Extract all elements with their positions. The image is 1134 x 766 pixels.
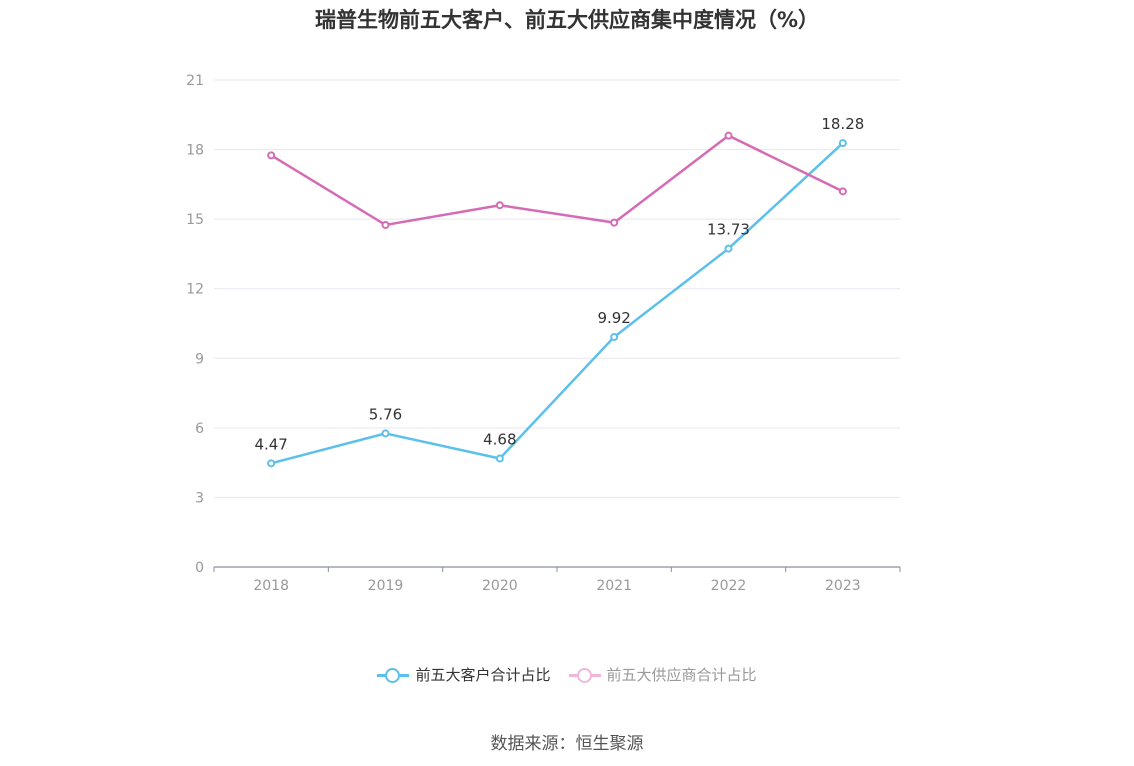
grid-lines — [214, 79, 900, 498]
y-tick-label-12: 12 — [186, 282, 204, 298]
y-tick-label-6: 6 — [195, 421, 204, 437]
legend: 前五大客户合计占比 前五大供应商合计占比 — [0, 664, 1134, 685]
data-label-0-2021: 9.92 — [597, 309, 630, 327]
data-label-0-2020: 4.68 — [483, 430, 516, 448]
data-label-0-2019: 5.76 — [369, 405, 402, 423]
point-1-2019 — [381, 220, 390, 229]
x-tick-label-2022: 2022 — [711, 578, 747, 594]
y-tick-label-3: 3 — [195, 490, 204, 506]
x-tick-label-2018: 2018 — [253, 578, 289, 594]
series-layer — [267, 131, 847, 468]
point-1-2018 — [267, 151, 276, 160]
point-1-2022 — [724, 131, 733, 140]
y-tick-label-15: 15 — [186, 212, 204, 228]
y-tick-label-21: 21 — [186, 73, 204, 89]
chart-title: 瑞普生物前五大客户、前五大供应商集中度情况（%） — [314, 8, 820, 32]
legend-marker-suppliers — [568, 667, 601, 683]
y-tick-label-9: 9 — [195, 351, 204, 367]
legend-label-customers: 前五大客户合计占比 — [415, 666, 551, 684]
legend-item-suppliers[interactable]: 前五大供应商合计占比 — [568, 664, 757, 685]
point-0-2018 — [267, 459, 276, 468]
data-label-0-2018: 4.47 — [254, 435, 287, 453]
x-tick-label-2020: 2020 — [482, 578, 518, 594]
data-label-0-2023: 18.28 — [821, 115, 864, 133]
point-1-2021 — [610, 218, 619, 227]
x-tick-label-2019: 2019 — [368, 578, 404, 594]
point-0-2023 — [838, 139, 847, 148]
x-tick-label-2023: 2023 — [825, 578, 861, 594]
data-labels: 4.47 5.76 4.68 9.92 13.73 18.28 — [254, 115, 864, 453]
data-source: 数据来源：恒生聚源 — [490, 734, 644, 754]
legend-item-customers[interactable]: 前五大客户合计占比 — [377, 664, 551, 685]
point-0-2021 — [610, 332, 619, 341]
point-1-2023 — [838, 187, 847, 196]
axes: 0 3 6 9 12 15 18 21 2018 2019 2020 2021 2022 2023 — [186, 73, 901, 594]
data-label-0-2022: 13.73 — [707, 221, 750, 239]
point-1-2020 — [495, 201, 504, 210]
legend-label-suppliers: 前五大供应商合计占比 — [606, 666, 757, 684]
legend-marker-customers — [377, 667, 410, 683]
series-line-1 — [270, 134, 844, 227]
point-0-2020 — [495, 454, 504, 463]
x-tick-label-2021: 2021 — [596, 578, 632, 594]
point-0-2022 — [724, 244, 733, 253]
series-line-0 — [270, 142, 844, 465]
y-tick-label-0: 0 — [195, 560, 204, 576]
point-0-2019 — [381, 429, 390, 438]
y-tick-label-18: 18 — [186, 143, 204, 159]
